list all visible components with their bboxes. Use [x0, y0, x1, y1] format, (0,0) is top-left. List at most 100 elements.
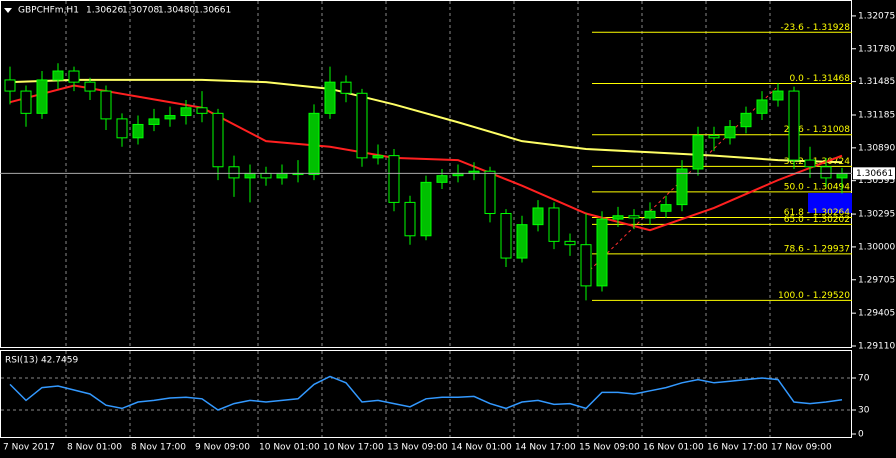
fib-label: 23.6 - 1.31008	[784, 125, 850, 135]
x-tick-label: 14 Nov 01:00	[451, 443, 512, 453]
candle-body	[260, 172, 272, 179]
candle-body	[404, 201, 416, 237]
candle-body	[644, 210, 656, 219]
header-value: 1.30480	[158, 6, 195, 16]
x-tick-label: 10 Nov 01:00	[259, 443, 320, 453]
candle-body	[276, 172, 288, 179]
candle-body	[708, 135, 720, 139]
candle-body	[20, 90, 32, 114]
candle-body	[516, 224, 528, 259]
candle-body	[308, 112, 320, 176]
candle-body	[244, 172, 256, 179]
rsi-line	[9, 375, 843, 411]
candle-body	[372, 155, 384, 159]
x-tick-label: 10 Nov 17:00	[323, 443, 384, 453]
y-tick-label: 1.29405	[858, 309, 895, 319]
y-tick-label: 1.30000	[858, 242, 895, 252]
fib-label: 100.0 - 1.29520	[778, 291, 850, 301]
moving-average	[9, 84, 843, 232]
candle-body	[724, 126, 736, 139]
candle-body	[628, 215, 640, 219]
candle-body	[132, 123, 144, 139]
candle-body	[532, 207, 544, 226]
x-tick-label: 13 Nov 09:00	[387, 443, 448, 453]
candle-body	[548, 207, 560, 242]
candle-body	[420, 181, 432, 237]
candle-body	[612, 215, 624, 220]
x-tick-label: 8 Nov 01:00	[67, 443, 122, 453]
candle-body	[692, 135, 704, 170]
fib-label: -23.6 - 1.31928	[781, 23, 851, 33]
y-tick-label: 1.29705	[858, 275, 895, 285]
x-tick-label: 17 Nov 09:00	[771, 443, 832, 453]
x-tick-label: 8 Nov 17:00	[131, 443, 186, 453]
y-tick-label: 1.29110	[858, 341, 895, 351]
rsi-tick-label: 70	[858, 374, 870, 384]
candle-body	[660, 204, 672, 212]
chart-title: GBPCHFm,H1	[18, 6, 79, 16]
current-price-label: 1.30661	[856, 169, 893, 179]
candle-body	[148, 118, 160, 125]
y-tick-label: 1.31185	[858, 110, 895, 120]
candle-body	[52, 70, 64, 81]
candle-body	[596, 218, 608, 287]
candle-body	[180, 107, 192, 117]
candle-body	[788, 90, 800, 161]
header-value: 1.30661	[194, 6, 231, 16]
rsi-frame	[0, 350, 852, 438]
candle-body	[804, 159, 816, 168]
candle-body	[564, 240, 576, 246]
candle-body	[4, 79, 16, 92]
candle-body	[36, 79, 48, 114]
fib-label: 61.8 - 1.30264	[784, 208, 850, 218]
y-tick-label: 1.31780	[858, 44, 895, 54]
rsi-tick-label: 0	[858, 430, 864, 440]
fib-label: 0.0 - 1.31468	[790, 74, 851, 84]
rsi-tick-label: 30	[858, 406, 870, 416]
candle-body	[116, 118, 128, 139]
x-tick-label: 7 Nov 2017	[3, 443, 55, 453]
x-tick-label: 16 Nov 01:00	[643, 443, 704, 453]
candle-body	[68, 70, 80, 83]
candle-body	[756, 99, 768, 114]
object-box	[808, 193, 852, 213]
fib-label: 65.0 - 1.30202	[784, 215, 850, 225]
y-tick-label: 1.30295	[858, 210, 895, 220]
y-tick-label: 1.32075	[858, 11, 895, 21]
y-tick-label: 1.30890	[858, 143, 895, 153]
main-frame	[0, 0, 852, 348]
candle-body	[356, 92, 368, 159]
x-tick-label: 15 Nov 09:00	[579, 443, 640, 453]
candle-body	[484, 170, 496, 215]
y-tick-label: 1.31485	[858, 77, 895, 87]
candle-body	[740, 112, 752, 128]
candle-body	[500, 213, 512, 259]
candle-body	[388, 155, 400, 203]
x-tick-label: 16 Nov 17:00	[707, 443, 768, 453]
candle-body	[196, 107, 208, 114]
fib-label: 50.0 - 1.30494	[784, 182, 850, 192]
menu-icon[interactable]	[4, 8, 12, 13]
y-tick-label: 1.30595	[858, 176, 895, 186]
candle-body	[836, 172, 848, 179]
candle-body	[324, 81, 336, 114]
candle-body	[84, 81, 96, 92]
candle-body	[436, 175, 448, 183]
header-value: 1.30626	[86, 6, 123, 16]
candle-body	[820, 166, 832, 179]
candle-body	[676, 168, 688, 206]
fib-label: 78.6 - 1.29937	[784, 244, 850, 254]
candle-body	[228, 166, 240, 179]
x-tick-label: 9 Nov 09:00	[195, 443, 250, 453]
current-price-box	[853, 167, 895, 180]
candle-body	[212, 112, 224, 168]
x-tick-label: 14 Nov 17:00	[515, 443, 576, 453]
candle-body	[580, 244, 592, 287]
rsi-title: RSI(13) 42.7459	[5, 356, 78, 366]
candle-body	[772, 90, 784, 101]
candle-body	[340, 81, 352, 94]
header-value: 1.30708	[122, 6, 159, 16]
candle-body	[100, 90, 112, 120]
